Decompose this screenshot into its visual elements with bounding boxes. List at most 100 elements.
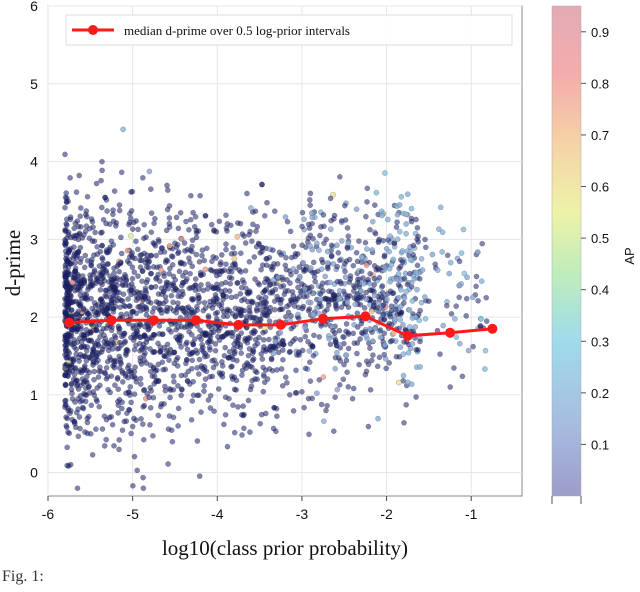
scatter-point bbox=[296, 264, 303, 270]
scatter-point bbox=[143, 311, 150, 318]
scatter-point bbox=[150, 264, 157, 270]
scatter-point bbox=[239, 231, 246, 237]
scatter-point bbox=[345, 233, 352, 240]
scatter-point bbox=[135, 226, 141, 233]
scatter-point bbox=[191, 336, 198, 342]
scatter-point bbox=[267, 281, 274, 288]
scatter-point bbox=[212, 347, 219, 354]
scatter-point bbox=[139, 267, 146, 274]
scatter-point bbox=[175, 383, 181, 389]
scatter-point bbox=[166, 242, 173, 249]
scatter-point bbox=[405, 349, 412, 356]
scatter-point bbox=[444, 252, 451, 259]
scatter-point bbox=[141, 332, 148, 339]
scatter-point bbox=[84, 193, 91, 200]
scatter-point bbox=[226, 395, 232, 402]
scatter-point bbox=[413, 269, 420, 276]
scatter-point bbox=[75, 276, 82, 283]
scatter-point bbox=[400, 300, 407, 306]
colorbar-tick-label: 0.6 bbox=[591, 180, 609, 195]
scatter-point bbox=[86, 383, 92, 390]
scatter-point bbox=[158, 348, 164, 355]
scatter-point bbox=[166, 270, 173, 277]
scatter-point bbox=[210, 296, 217, 303]
scatter-point bbox=[320, 212, 327, 218]
scatter-point bbox=[99, 426, 106, 432]
scatter-point bbox=[72, 259, 79, 266]
scatter-point bbox=[242, 335, 249, 342]
scatter-point bbox=[111, 364, 118, 371]
scatter-point bbox=[97, 248, 104, 255]
scatter-point bbox=[151, 373, 158, 380]
scatter-point bbox=[172, 285, 179, 292]
scatter-point bbox=[103, 220, 109, 227]
scatter-point bbox=[283, 313, 289, 320]
scatter-point bbox=[406, 307, 413, 313]
scatter-point bbox=[66, 285, 73, 291]
scatter-point bbox=[73, 424, 79, 431]
scatter-point bbox=[336, 173, 343, 180]
colorbar-ticks: 0.1 0.2 0.3 0.4 0.5 0.6 0.7 0.8 0.9 bbox=[551, 25, 609, 504]
scatter-point bbox=[375, 239, 382, 246]
scatter-point bbox=[368, 357, 375, 364]
scatter-point bbox=[128, 399, 134, 406]
scatter-point bbox=[199, 365, 206, 371]
scatter-point bbox=[85, 413, 92, 420]
scatter-point bbox=[117, 304, 124, 311]
scatter-point bbox=[266, 254, 273, 261]
scatter-point bbox=[141, 221, 148, 228]
scatter-point bbox=[69, 396, 76, 402]
scatter-point bbox=[330, 428, 337, 435]
scatter-point bbox=[138, 415, 144, 422]
scatter-point bbox=[343, 352, 349, 359]
scatter-point bbox=[136, 303, 143, 310]
scatter-point bbox=[63, 252, 70, 258]
scatter-point bbox=[82, 252, 89, 259]
scatter-point bbox=[138, 361, 145, 367]
scatter-point bbox=[479, 240, 486, 247]
scatter-point bbox=[270, 247, 276, 253]
scatter-point bbox=[299, 388, 305, 395]
scatter-point bbox=[218, 281, 225, 287]
scatter-point bbox=[91, 300, 98, 306]
scatter-point bbox=[247, 228, 253, 235]
scatter-point bbox=[139, 293, 145, 300]
median-point bbox=[275, 319, 286, 330]
scatter-point bbox=[376, 296, 383, 303]
scatter-point bbox=[316, 334, 323, 340]
scatter-point bbox=[255, 280, 261, 286]
scatter-point bbox=[306, 197, 313, 203]
scatter-point bbox=[395, 379, 402, 386]
scatter-point bbox=[227, 222, 234, 229]
scatter-point bbox=[469, 294, 476, 301]
scatter-point bbox=[147, 270, 154, 277]
scatter-point bbox=[252, 276, 258, 282]
scatter-point bbox=[232, 264, 239, 271]
scatter-point bbox=[76, 358, 82, 364]
scatter-point bbox=[320, 418, 327, 425]
scatter-point bbox=[175, 300, 181, 306]
scatter-point bbox=[81, 264, 88, 271]
y-tick-label: 0 bbox=[30, 465, 38, 481]
scatter-point bbox=[340, 333, 346, 340]
colorbar-tick-label: 0.8 bbox=[591, 76, 609, 91]
scatter-point bbox=[394, 211, 401, 218]
scatter-point bbox=[94, 385, 101, 391]
scatter-point bbox=[456, 258, 463, 265]
scatter-point bbox=[364, 246, 370, 252]
scatter-point bbox=[287, 228, 294, 235]
scatter-point bbox=[184, 378, 191, 385]
scatter-point bbox=[327, 279, 333, 286]
scatter-point bbox=[310, 352, 317, 359]
scatter-point bbox=[397, 317, 404, 323]
scatter-point bbox=[93, 327, 100, 334]
scatter-point bbox=[127, 232, 134, 239]
scatter-point bbox=[77, 292, 84, 298]
median-point bbox=[191, 315, 202, 326]
scatter-point bbox=[77, 213, 84, 220]
scatter-point bbox=[407, 248, 414, 255]
scatter-point bbox=[314, 240, 320, 247]
scatter-point bbox=[345, 240, 352, 246]
scatter-point bbox=[376, 274, 383, 281]
scatter-point bbox=[147, 404, 154, 411]
